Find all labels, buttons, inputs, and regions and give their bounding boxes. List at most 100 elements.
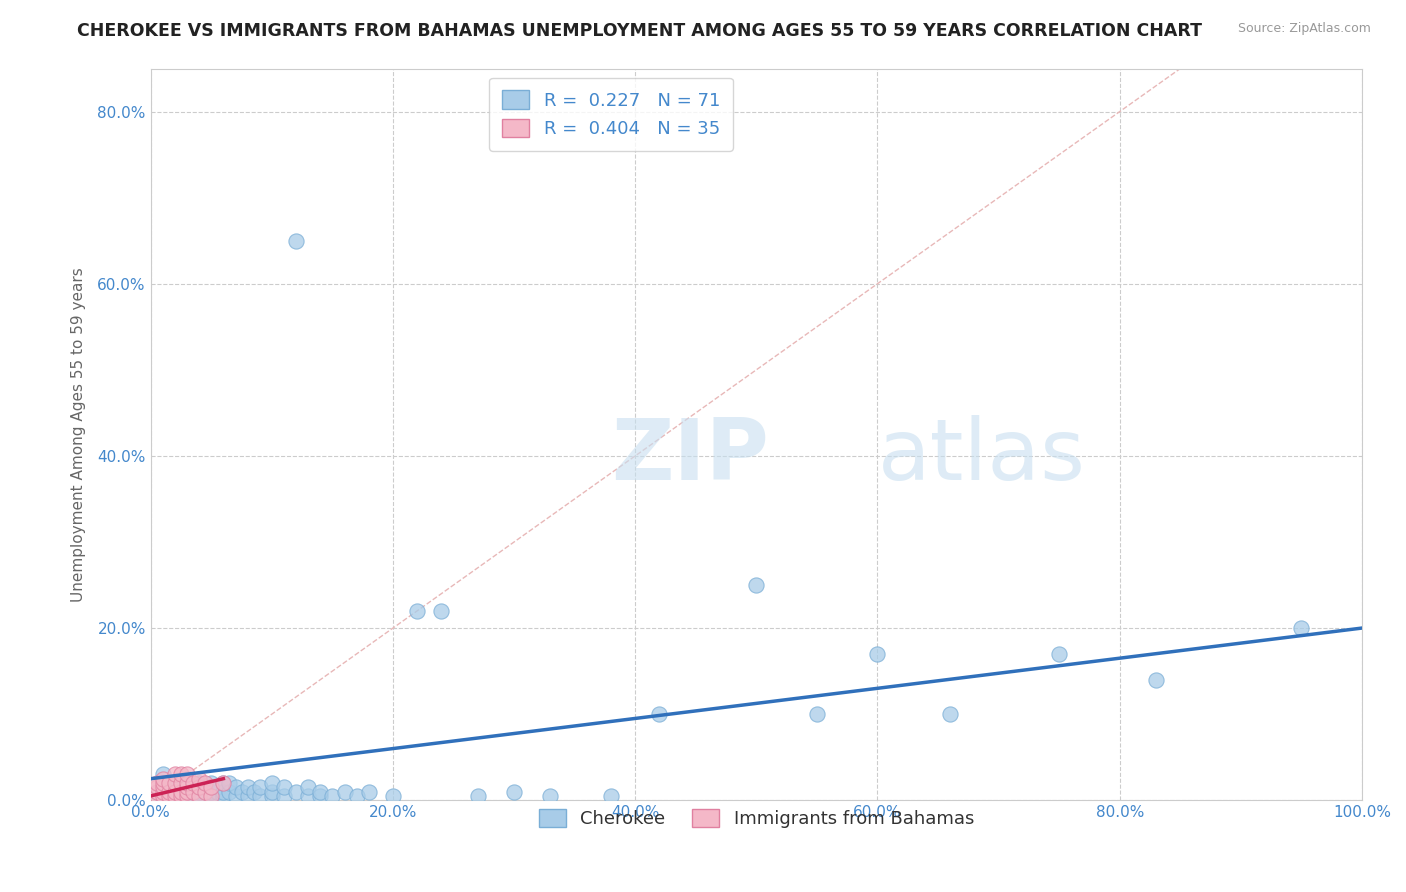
Point	[163, 784, 186, 798]
Point	[157, 789, 180, 803]
Point	[260, 776, 283, 790]
Point	[357, 784, 380, 798]
Point	[218, 784, 240, 798]
Point	[212, 776, 235, 790]
Point	[152, 767, 174, 781]
Point	[406, 604, 429, 618]
Point	[163, 767, 186, 781]
Point	[188, 780, 211, 795]
Point	[188, 784, 211, 798]
Point	[194, 780, 217, 795]
Point	[181, 776, 204, 790]
Point	[157, 776, 180, 790]
Point	[600, 789, 623, 803]
Point	[249, 789, 271, 803]
Point	[260, 789, 283, 803]
Point	[176, 772, 198, 786]
Point	[200, 789, 222, 803]
Legend: Cherokee, Immigrants from Bahamas: Cherokee, Immigrants from Bahamas	[531, 801, 981, 835]
Point	[939, 707, 962, 722]
Point	[176, 789, 198, 803]
Point	[467, 789, 489, 803]
Point	[231, 784, 253, 798]
Text: CHEROKEE VS IMMIGRANTS FROM BAHAMAS UNEMPLOYMENT AMONG AGES 55 TO 59 YEARS CORRE: CHEROKEE VS IMMIGRANTS FROM BAHAMAS UNEM…	[77, 22, 1202, 40]
Point	[224, 780, 246, 795]
Point	[170, 789, 193, 803]
Point	[152, 776, 174, 790]
Point	[176, 780, 198, 795]
Point	[260, 784, 283, 798]
Point	[273, 780, 295, 795]
Point	[285, 784, 308, 798]
Point	[152, 776, 174, 790]
Point	[242, 784, 264, 798]
Point	[170, 776, 193, 790]
Point	[285, 234, 308, 248]
Point	[309, 784, 332, 798]
Point	[218, 776, 240, 790]
Point	[1291, 621, 1313, 635]
Point	[157, 776, 180, 790]
Point	[224, 789, 246, 803]
Point	[145, 780, 167, 795]
Point	[1047, 647, 1070, 661]
Point	[176, 767, 198, 781]
Point	[200, 780, 222, 795]
Point	[152, 789, 174, 803]
Point	[170, 789, 193, 803]
Point	[152, 789, 174, 803]
Point	[207, 784, 229, 798]
Point	[188, 789, 211, 803]
Point	[170, 784, 193, 798]
Point	[181, 784, 204, 798]
Point	[200, 784, 222, 798]
Point	[170, 776, 193, 790]
Point	[297, 789, 319, 803]
Point	[194, 784, 217, 798]
Point	[236, 780, 259, 795]
Text: atlas: atlas	[877, 415, 1085, 498]
Point	[170, 784, 193, 798]
Point	[152, 772, 174, 786]
Point	[145, 784, 167, 798]
Point	[236, 789, 259, 803]
Point	[866, 647, 889, 661]
Point	[188, 789, 211, 803]
Point	[381, 789, 404, 803]
Point	[145, 784, 167, 798]
Point	[163, 776, 186, 790]
Point	[170, 767, 193, 781]
Point	[200, 776, 222, 790]
Point	[181, 776, 204, 790]
Point	[212, 789, 235, 803]
Point	[163, 776, 186, 790]
Point	[157, 784, 180, 798]
Text: ZIP: ZIP	[612, 415, 769, 498]
Point	[157, 784, 180, 798]
Point	[806, 707, 828, 722]
Point	[176, 776, 198, 790]
Point	[176, 789, 198, 803]
Point	[1144, 673, 1167, 687]
Point	[188, 776, 211, 790]
Point	[152, 780, 174, 795]
Point	[503, 784, 526, 798]
Point	[297, 780, 319, 795]
Point	[430, 604, 453, 618]
Y-axis label: Unemployment Among Ages 55 to 59 years: Unemployment Among Ages 55 to 59 years	[72, 267, 86, 602]
Point	[346, 789, 368, 803]
Point	[145, 776, 167, 790]
Point	[163, 789, 186, 803]
Point	[249, 780, 271, 795]
Point	[212, 784, 235, 798]
Point	[163, 789, 186, 803]
Text: Source: ZipAtlas.com: Source: ZipAtlas.com	[1237, 22, 1371, 36]
Point	[163, 784, 186, 798]
Point	[309, 789, 332, 803]
Point	[200, 789, 222, 803]
Point	[333, 784, 356, 798]
Point	[152, 784, 174, 798]
Point	[176, 780, 198, 795]
Point	[321, 789, 343, 803]
Point	[648, 707, 671, 722]
